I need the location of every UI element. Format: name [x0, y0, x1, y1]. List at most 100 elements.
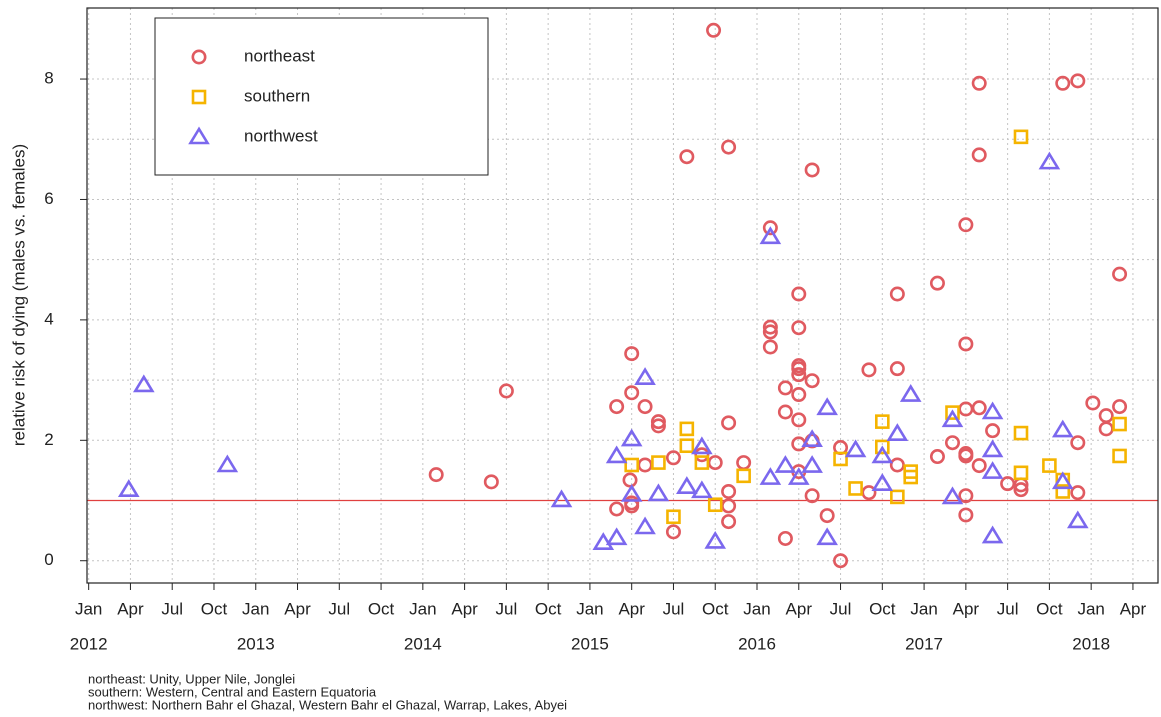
x-tick-label: Jul — [161, 599, 183, 618]
point — [791, 286, 807, 302]
point — [890, 489, 905, 505]
y-tick-label: 8 — [44, 69, 53, 88]
point — [958, 217, 974, 233]
point — [1070, 73, 1086, 89]
point — [694, 447, 710, 463]
x-tick-label: Apr — [117, 599, 144, 618]
year-label: 2016 — [738, 634, 776, 653]
point — [428, 467, 444, 483]
point — [889, 457, 905, 473]
point — [721, 139, 737, 155]
point — [620, 483, 643, 502]
point — [981, 439, 1004, 458]
point — [1112, 399, 1128, 415]
x-tick-label: Jan — [743, 599, 770, 618]
point — [791, 320, 807, 336]
x-tick-label: Oct — [869, 599, 896, 618]
point — [889, 286, 905, 302]
point — [647, 483, 670, 502]
point — [1055, 75, 1071, 91]
point — [1085, 395, 1101, 411]
point — [804, 162, 820, 178]
x-tick-label: Apr — [953, 599, 980, 618]
point — [791, 387, 807, 403]
legend-box — [154, 17, 489, 176]
point — [929, 275, 945, 291]
point — [801, 429, 823, 448]
point — [609, 399, 625, 415]
point — [759, 226, 782, 245]
point — [624, 346, 640, 362]
year-label: 2013 — [237, 634, 275, 653]
x-tick-label: Jan — [576, 599, 603, 618]
point — [1070, 485, 1086, 501]
point — [899, 384, 922, 402]
y-tick-label: 4 — [44, 309, 53, 328]
x-tick-label: Apr — [618, 599, 645, 618]
point — [971, 147, 987, 163]
year-label: 2017 — [905, 634, 943, 653]
year-label: 2015 — [571, 634, 609, 653]
point — [819, 508, 835, 524]
point — [666, 509, 681, 525]
year-label: 2018 — [1072, 634, 1110, 653]
point — [889, 361, 905, 377]
point — [1013, 465, 1029, 481]
point — [132, 374, 155, 393]
point — [791, 361, 807, 377]
point — [791, 367, 807, 383]
x-tick-label: Jul — [830, 599, 852, 618]
point — [1112, 416, 1127, 432]
y-tick-label: 6 — [44, 189, 53, 208]
x-tick-label: Oct — [368, 599, 395, 618]
point — [216, 454, 239, 473]
point — [1038, 151, 1061, 170]
point — [848, 481, 863, 496]
point — [498, 383, 514, 399]
point — [816, 527, 838, 546]
point — [958, 336, 974, 352]
point — [971, 75, 987, 91]
x-tick-label: Oct — [535, 599, 562, 618]
point — [1013, 482, 1029, 498]
x-tick-label: Oct — [1036, 599, 1063, 618]
y-tick-label: 2 — [44, 430, 53, 449]
point — [871, 445, 894, 464]
point — [592, 532, 615, 550]
point — [624, 385, 640, 401]
point — [903, 469, 919, 485]
point — [634, 516, 656, 535]
x-tick-label: Jan — [1077, 599, 1104, 618]
x-tick-label: Apr — [284, 599, 311, 618]
point — [117, 479, 140, 497]
point — [691, 436, 713, 455]
point — [634, 367, 656, 385]
x-tick-label: Jul — [663, 599, 685, 618]
point — [624, 457, 639, 473]
point — [679, 438, 695, 454]
point — [787, 467, 810, 485]
point — [1013, 129, 1029, 145]
point — [609, 501, 625, 517]
y-axis-label: relative risk of dying (males vs. female… — [9, 144, 28, 446]
legend-label: northeast — [244, 46, 315, 65]
point — [871, 473, 894, 491]
point — [736, 468, 751, 484]
point — [801, 455, 823, 473]
point — [1051, 471, 1074, 490]
point — [985, 423, 1001, 439]
footnote: northwest: Northern Bahr el Ghazal, West… — [88, 697, 567, 712]
point — [774, 455, 797, 473]
point — [762, 319, 778, 335]
point — [861, 362, 877, 378]
x-tick-label: Jul — [496, 599, 518, 618]
point — [981, 461, 1004, 479]
point — [1055, 484, 1071, 499]
x-tick-label: Jan — [409, 599, 436, 618]
point — [945, 405, 960, 420]
point — [637, 399, 653, 415]
point — [483, 474, 499, 490]
point — [694, 455, 710, 470]
point — [958, 448, 974, 464]
point — [762, 339, 778, 355]
